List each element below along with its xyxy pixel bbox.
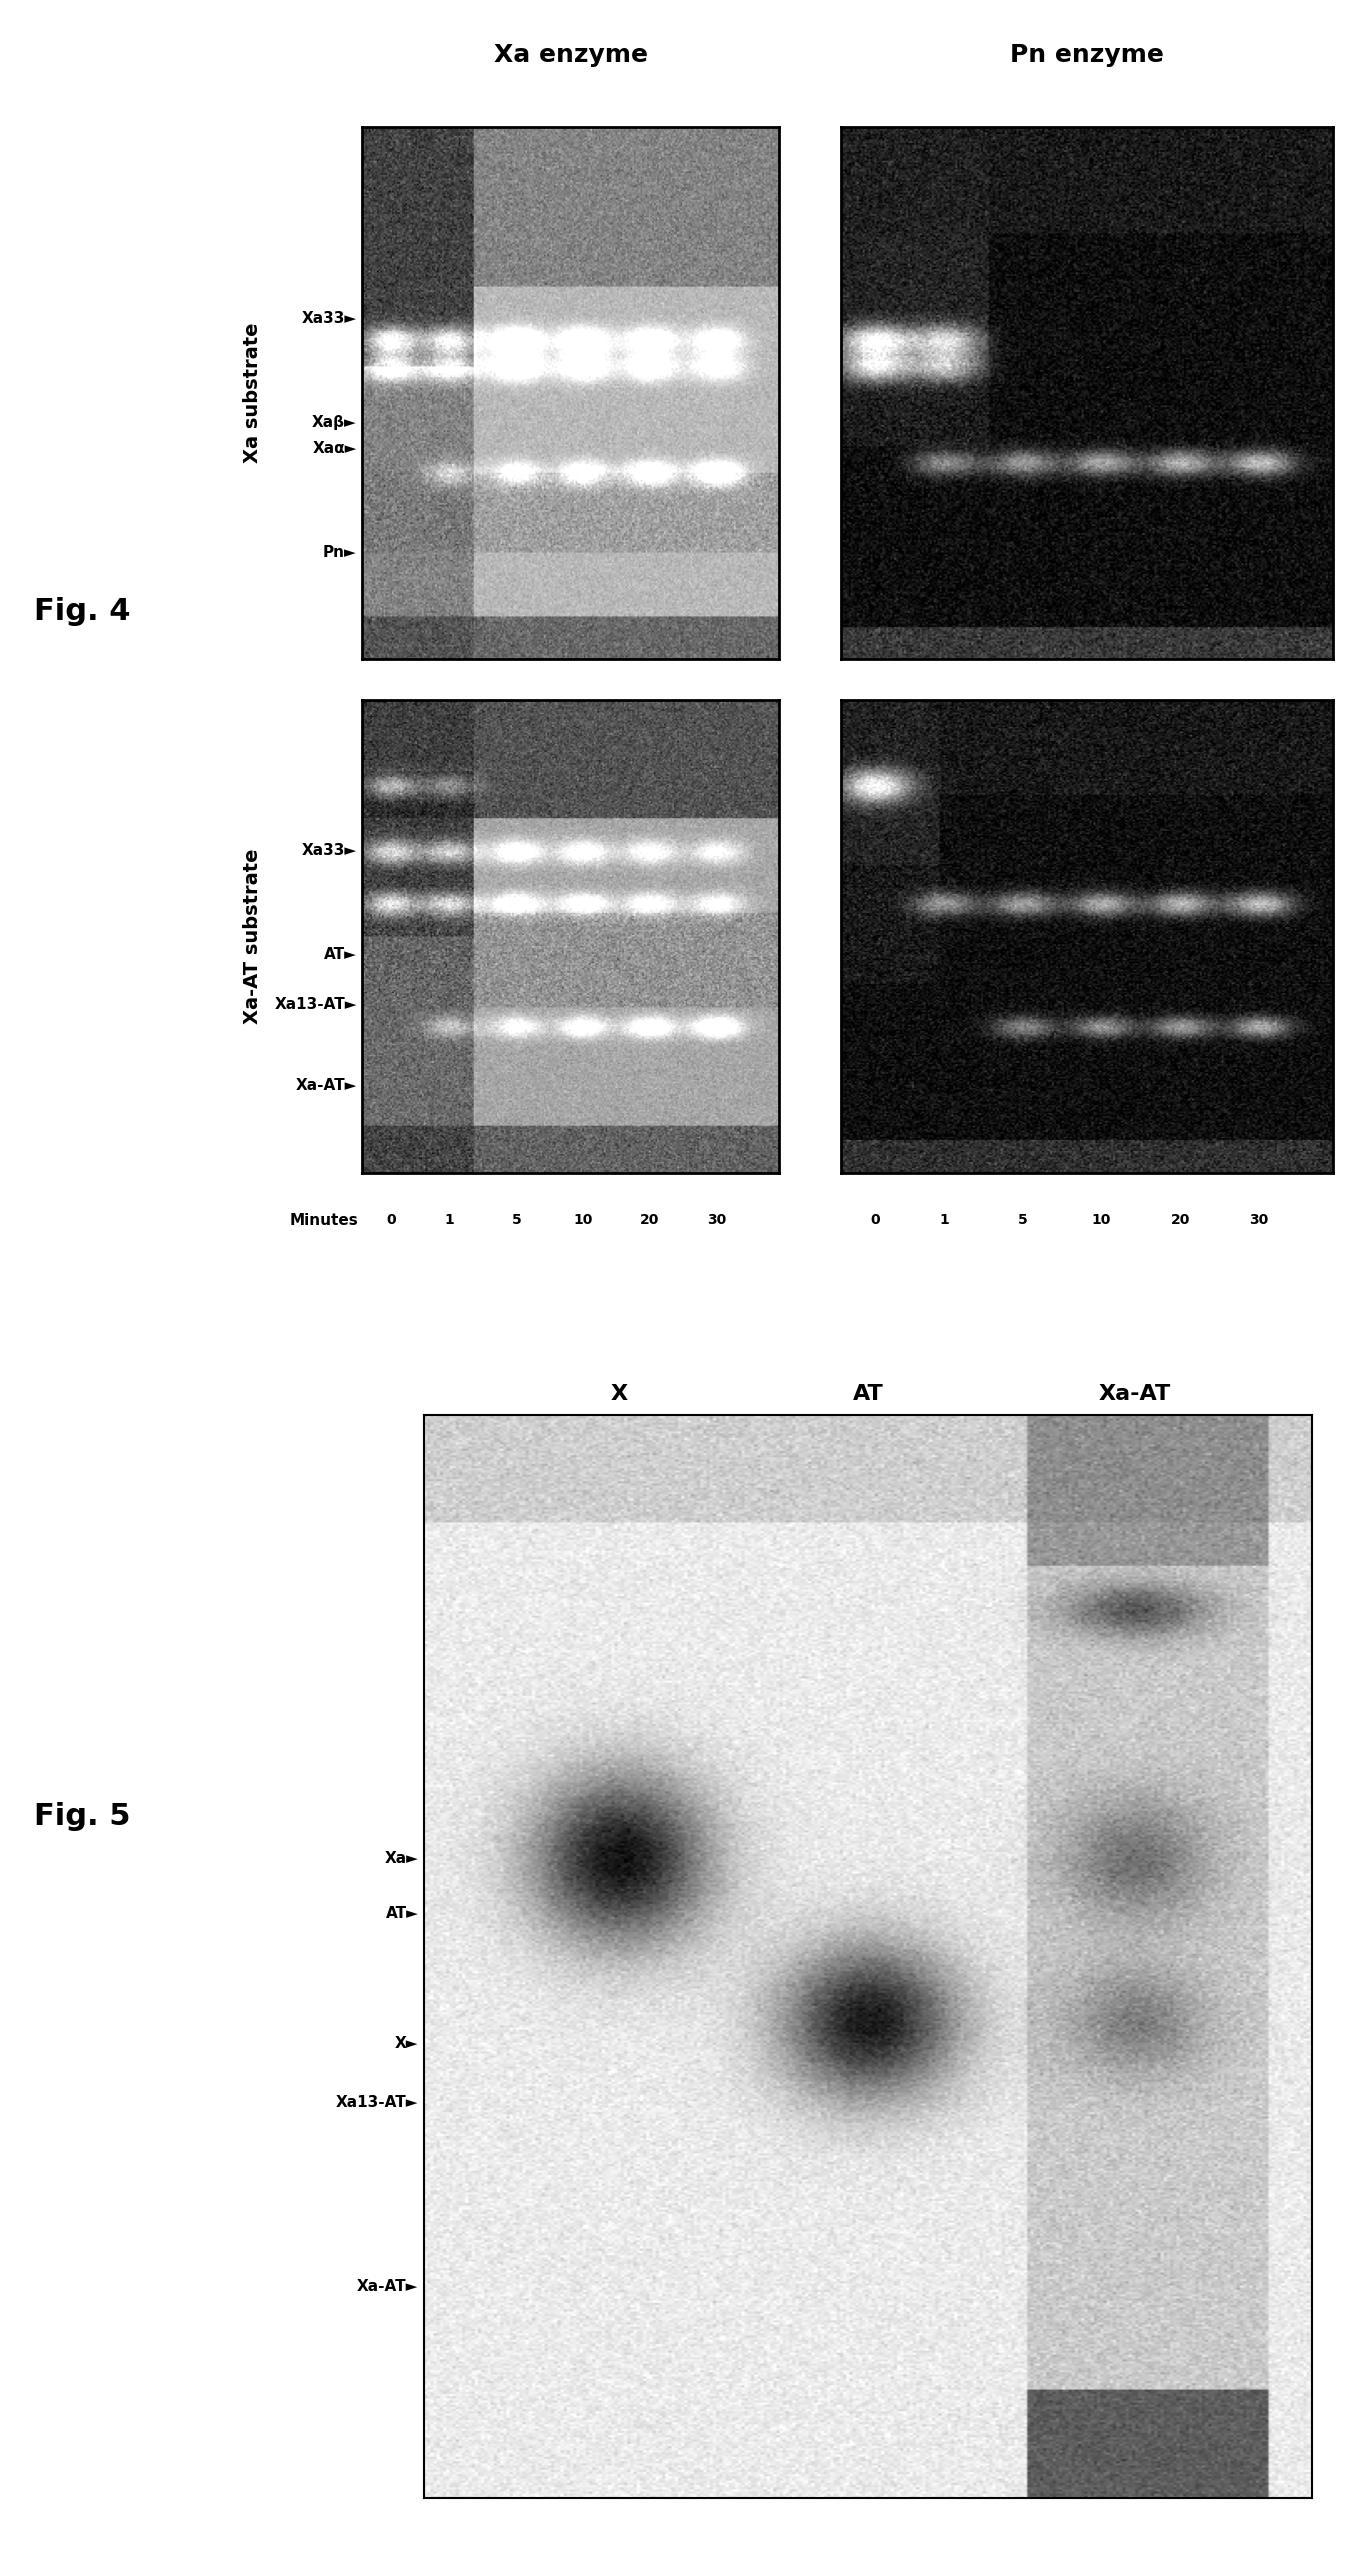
Text: X: X	[611, 1384, 627, 1404]
Text: Xa33►: Xa33►	[302, 311, 357, 326]
Text: Xa33►: Xa33►	[302, 844, 357, 859]
Text: Xa-AT: Xa-AT	[1099, 1384, 1170, 1404]
Text: 0: 0	[387, 1213, 396, 1226]
Text: Xaα►: Xaα►	[313, 441, 357, 456]
Text: Xa substrate: Xa substrate	[243, 324, 262, 464]
Text: Fig. 5: Fig. 5	[34, 1802, 131, 1830]
Text: Minutes: Minutes	[290, 1213, 358, 1229]
Text: Xa►: Xa►	[384, 1851, 418, 1866]
Text: 10: 10	[1092, 1213, 1111, 1226]
Text: X►: X►	[395, 2037, 418, 2049]
Text: Xa enzyme: Xa enzyme	[493, 43, 648, 66]
Text: 1: 1	[939, 1213, 949, 1226]
Text: 0: 0	[871, 1213, 880, 1226]
Text: AT: AT	[853, 1384, 883, 1404]
Text: 20: 20	[1170, 1213, 1189, 1226]
Text: 30: 30	[1249, 1213, 1269, 1226]
Text: Xa-AT►: Xa-AT►	[357, 2279, 418, 2294]
Text: 20: 20	[640, 1213, 660, 1226]
Text: Xaβ►: Xaβ►	[312, 415, 357, 431]
Text: 5: 5	[511, 1213, 521, 1226]
Text: Xa-AT►: Xa-AT►	[295, 1078, 357, 1094]
Text: 1: 1	[444, 1213, 455, 1226]
Text: Pn enzyme: Pn enzyme	[1010, 43, 1163, 66]
Text: Fig. 4: Fig. 4	[34, 596, 131, 627]
Text: Pn►: Pn►	[323, 545, 357, 561]
Text: AT►: AT►	[324, 948, 357, 964]
Text: 5: 5	[1018, 1213, 1028, 1226]
Text: 10: 10	[574, 1213, 593, 1226]
Text: 30: 30	[707, 1213, 726, 1226]
Text: AT►: AT►	[385, 1907, 418, 1919]
Text: Xa13-AT►: Xa13-AT►	[336, 2095, 418, 2111]
Text: Xa-AT substrate: Xa-AT substrate	[243, 849, 262, 1025]
Text: Xa13-AT►: Xa13-AT►	[275, 997, 357, 1012]
